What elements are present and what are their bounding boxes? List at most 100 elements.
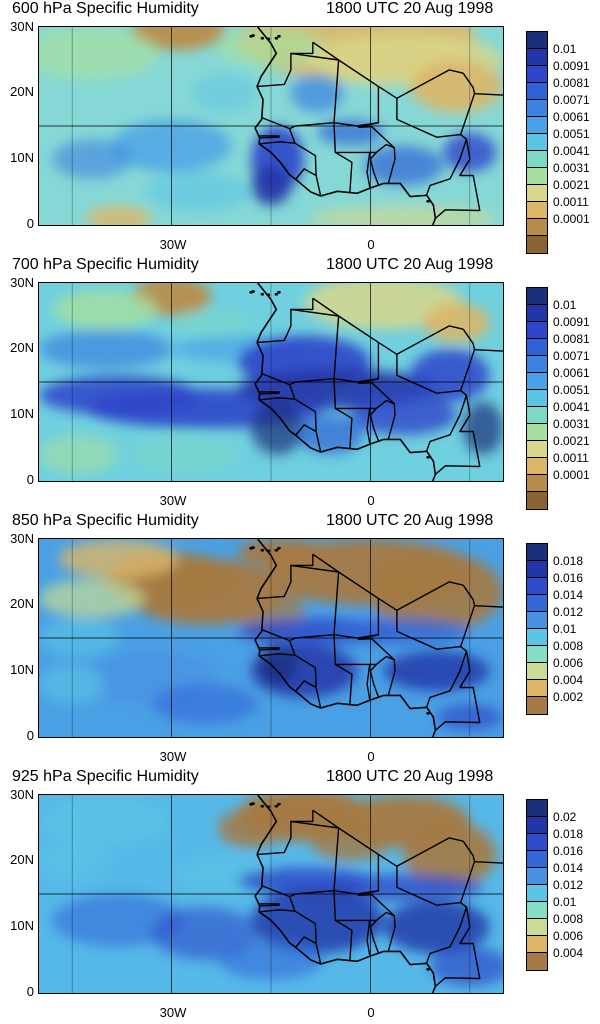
country-border — [333, 378, 379, 383]
humidity-region — [52, 139, 132, 179]
country-border — [357, 86, 395, 149]
country-border — [357, 854, 395, 917]
colorbar-swatch — [527, 117, 547, 134]
island — [426, 455, 430, 459]
y-tick-30n: 30N — [10, 531, 34, 546]
colorbar-label: 0.0061 — [553, 110, 590, 124]
colorbar-swatch — [527, 680, 547, 697]
colorbar-label: 0.0011 — [553, 451, 589, 465]
country-border — [260, 564, 340, 642]
country-border — [333, 122, 353, 193]
colorbar-label: 0.014 — [553, 588, 584, 602]
humidity-region — [39, 375, 199, 415]
humidity-region — [363, 145, 444, 186]
y-tick-0: 0 — [26, 216, 34, 231]
panel-title: 850 hPa Specific Humidity — [12, 512, 199, 529]
colorbar-swatch — [527, 236, 547, 253]
colorbar-swatch — [527, 646, 547, 663]
colorbar — [526, 287, 548, 510]
colorbar-swatch — [527, 66, 547, 83]
humidity-region — [39, 578, 146, 619]
country-border — [315, 943, 322, 965]
panel-925hpa: 925 hPa Specific Humidity 1800 UTC 20 Au… — [0, 768, 600, 1024]
country-border — [259, 640, 296, 657]
colorbar-swatch — [527, 305, 547, 322]
x-tick-30w: 30W — [159, 493, 187, 508]
coastline — [254, 27, 437, 225]
colorbar-label: 0.01 — [553, 298, 577, 312]
colorbar-label: 0.0071 — [553, 349, 590, 363]
country-border — [366, 919, 371, 956]
y-tick-30n: 30N — [10, 275, 34, 290]
colorbar — [526, 31, 548, 254]
colorbar-swatch — [527, 578, 547, 595]
y-tick-10n: 10N — [10, 662, 34, 677]
island — [277, 802, 281, 806]
humidity-region — [403, 821, 497, 888]
country-border — [474, 93, 503, 96]
colorbar-swatch — [527, 288, 547, 305]
colorbar-swatch — [527, 629, 547, 646]
humidity-region — [52, 289, 159, 330]
country-border — [459, 328, 476, 391]
y-tick-20n: 20N — [10, 84, 34, 99]
colorbar-label: 0.0031 — [553, 161, 590, 175]
colorbar-swatch — [527, 356, 547, 373]
country-border — [434, 395, 481, 475]
colorbar-swatch — [527, 868, 547, 885]
colorbar-label: 0.0071 — [553, 93, 590, 107]
island — [274, 548, 279, 552]
country-border — [257, 298, 314, 344]
humidity-region — [151, 907, 258, 960]
colorbar-label: 0.004 — [553, 946, 584, 960]
country-border — [333, 122, 379, 127]
country-border — [315, 687, 322, 709]
colorbar-label: 0.0041 — [553, 144, 590, 158]
humidity-region — [85, 205, 152, 225]
colorbar-label: 0.01 — [553, 42, 577, 56]
colorbar-label: 0.0021 — [553, 434, 590, 448]
x-tick-30w: 30W — [159, 237, 187, 252]
colorbar-label: 0.02 — [553, 810, 577, 824]
humidity-region — [131, 434, 238, 475]
colorbar-label: 0.004 — [553, 673, 584, 687]
humidity-region — [39, 841, 112, 881]
humidity-region — [39, 329, 172, 369]
panel-title: 700 hPa Specific Humidity — [12, 256, 199, 273]
colorbar-swatch — [527, 492, 547, 509]
x-tick-0: 0 — [367, 1005, 375, 1020]
colorbar-label: 0.008 — [553, 912, 584, 926]
colorbar-swatch — [527, 168, 547, 185]
humidity-region — [151, 684, 258, 724]
island — [266, 549, 271, 553]
humidity-map — [38, 282, 504, 482]
island — [426, 199, 430, 203]
colorbar-swatch — [527, 612, 547, 629]
country-border — [257, 554, 314, 600]
humidity-region — [383, 900, 490, 954]
island — [249, 34, 253, 38]
colorbar-swatch — [527, 202, 547, 219]
country-border — [312, 809, 464, 867]
panel-title: 925 hPa Specific Humidity — [12, 768, 199, 785]
x-tick-30w: 30W — [159, 1005, 187, 1020]
country-border — [366, 407, 371, 444]
country-border — [474, 861, 503, 864]
colorbar-label: 0.01 — [553, 895, 577, 909]
x-tick-0: 0 — [367, 749, 375, 764]
colorbar-swatch — [527, 936, 547, 953]
humidity-region — [297, 415, 364, 455]
colorbar-label: 0.012 — [553, 878, 584, 892]
y-tick-0: 0 — [26, 472, 34, 487]
country-border — [366, 151, 371, 188]
humidity-region — [383, 651, 490, 691]
country-border — [333, 378, 353, 449]
colorbar-swatch — [527, 663, 547, 680]
country-border — [333, 634, 353, 705]
panel-date: 1800 UTC 20 Aug 1998 — [326, 768, 494, 785]
country-border — [257, 42, 314, 88]
humidity-region — [463, 401, 503, 455]
colorbar-swatch — [527, 339, 547, 356]
colorbar-swatch — [527, 83, 547, 100]
humidity-map — [38, 26, 504, 226]
